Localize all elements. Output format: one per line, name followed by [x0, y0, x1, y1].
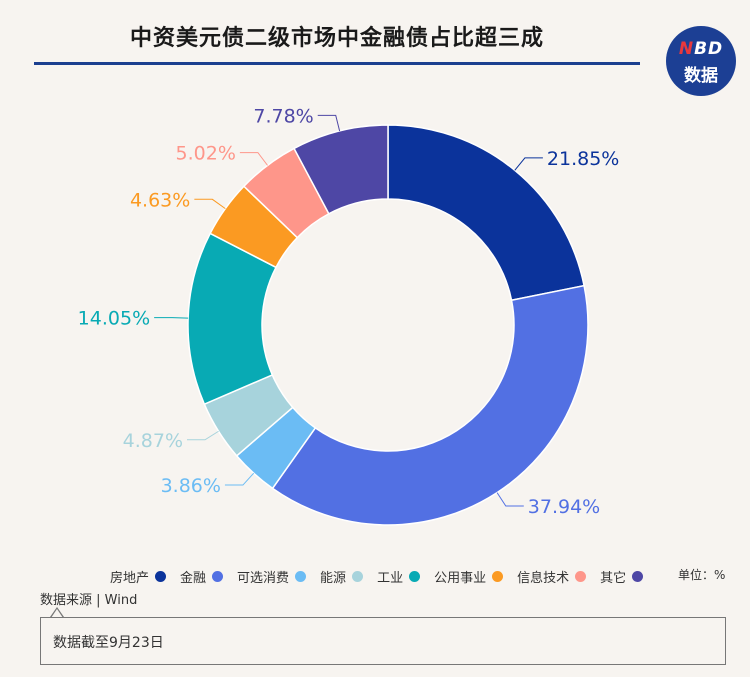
data-source: 数据来源 | Wind [40, 593, 138, 608]
leader-line-工业 [154, 317, 189, 319]
legend-dot-icon [212, 570, 224, 582]
slice-label-信息技术: 5.02% [176, 143, 236, 165]
slice-金融[interactable] [271, 284, 589, 526]
data-note-box: 数据截至9月23日 [40, 617, 726, 665]
legend-label: 房地产 [110, 570, 150, 586]
donut-slices [187, 124, 589, 526]
legend-label: 工业 [377, 570, 404, 586]
slice-labels: 21.85% 37.94% 3.86% 4.87% 14.05% 4.63% 5.02% 7.… [78, 105, 620, 518]
legend-dot-icon [295, 570, 307, 582]
logo-text-bottom: 数据 [684, 66, 718, 86]
legend-label: 可选消费 [237, 570, 290, 586]
legend-item-能源[interactable]: 能源 [320, 567, 364, 586]
data-note: 数据截至9月23日 [53, 635, 164, 651]
legend-dot-icon [409, 570, 421, 582]
slice-label-金融: 37.94% [528, 496, 600, 518]
slice-label-能源: 4.87% [123, 430, 183, 452]
legend-dot-icon [575, 570, 587, 582]
legend-dot-icon [352, 570, 364, 582]
donut-chart: 21.85% 37.94% 3.86% 4.87% 14.05% 4.63% 5.02% 7.… [78, 105, 620, 526]
leader-line-信息技术 [239, 152, 268, 166]
legend-item-其它[interactable]: 其它 [600, 567, 644, 586]
chart-title: 中资美元债二级市场中金融债占比超三成 [129, 26, 544, 51]
leader-line-房地产 [514, 157, 543, 171]
leader-line-公用事业 [194, 198, 226, 210]
legend-label: 其它 [600, 570, 627, 586]
legend-item-公用事业[interactable]: 公用事业 [434, 567, 504, 586]
legend-label: 能源 [320, 570, 347, 586]
unit-label: 单位：% [678, 568, 726, 582]
slice-label-公用事业: 4.63% [130, 189, 190, 211]
legend-item-信息技术[interactable]: 信息技术 [517, 567, 587, 586]
legend-label: 信息技术 [517, 570, 570, 586]
slice-label-其它: 7.78% [253, 105, 313, 127]
leader-line-能源 [187, 430, 219, 441]
slice-房地产[interactable] [387, 124, 585, 302]
legend-item-金融[interactable]: 金融 [180, 567, 224, 586]
legend-item-工业[interactable]: 工业 [377, 567, 421, 586]
slice-label-房地产: 21.85% [547, 148, 619, 170]
leader-line-可选消费 [224, 472, 255, 486]
leader-line-金融 [496, 492, 524, 507]
chart-legend: 房地产 金融 可选消费 能源 工业 公用事业 信息技术 其它 [110, 566, 657, 586]
slice-label-可选消费: 3.86% [161, 475, 221, 497]
leader-line-其它 [317, 114, 341, 132]
legend-label: 金融 [180, 570, 207, 586]
title-underline [34, 62, 640, 65]
legend-item-可选消费[interactable]: 可选消费 [237, 567, 307, 586]
nbd-logo: NBD 数据 [666, 26, 736, 96]
slice-其它[interactable] [293, 124, 389, 215]
legend-dot-icon [492, 570, 504, 582]
slice-label-工业: 14.05% [78, 308, 150, 330]
legend-dot-icon [632, 570, 644, 582]
legend-dot-icon [155, 570, 167, 582]
legend-label: 公用事业 [434, 570, 487, 586]
logo-text-top: NBD [678, 39, 724, 59]
legend-item-房地产[interactable]: 房地产 [110, 567, 167, 586]
